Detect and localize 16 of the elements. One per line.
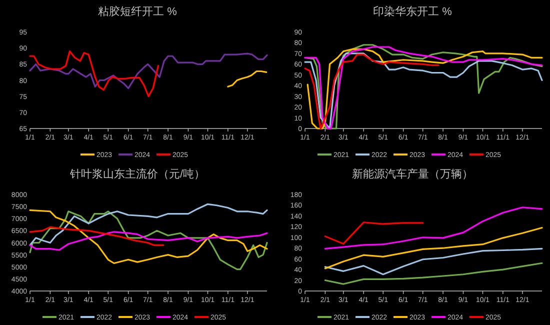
line-series (324, 226, 543, 270)
chart-title: 针叶浆山东主流价（元/吨） (68, 168, 206, 180)
chart-title: 印染华东开工 % (373, 5, 452, 18)
chart-title: 新能源汽车产量（万辆） (352, 168, 473, 180)
line-series (29, 203, 268, 246)
line-series (29, 52, 268, 90)
line-series (227, 70, 268, 88)
line-series (324, 206, 543, 250)
line-series (29, 226, 164, 246)
line-series (29, 50, 160, 98)
line-series (324, 248, 543, 276)
chart-title: 粘胶短纤开工 % (98, 5, 178, 18)
line-series (324, 222, 424, 245)
line-series (304, 54, 440, 130)
line-series (324, 262, 543, 285)
line-series (29, 231, 268, 251)
